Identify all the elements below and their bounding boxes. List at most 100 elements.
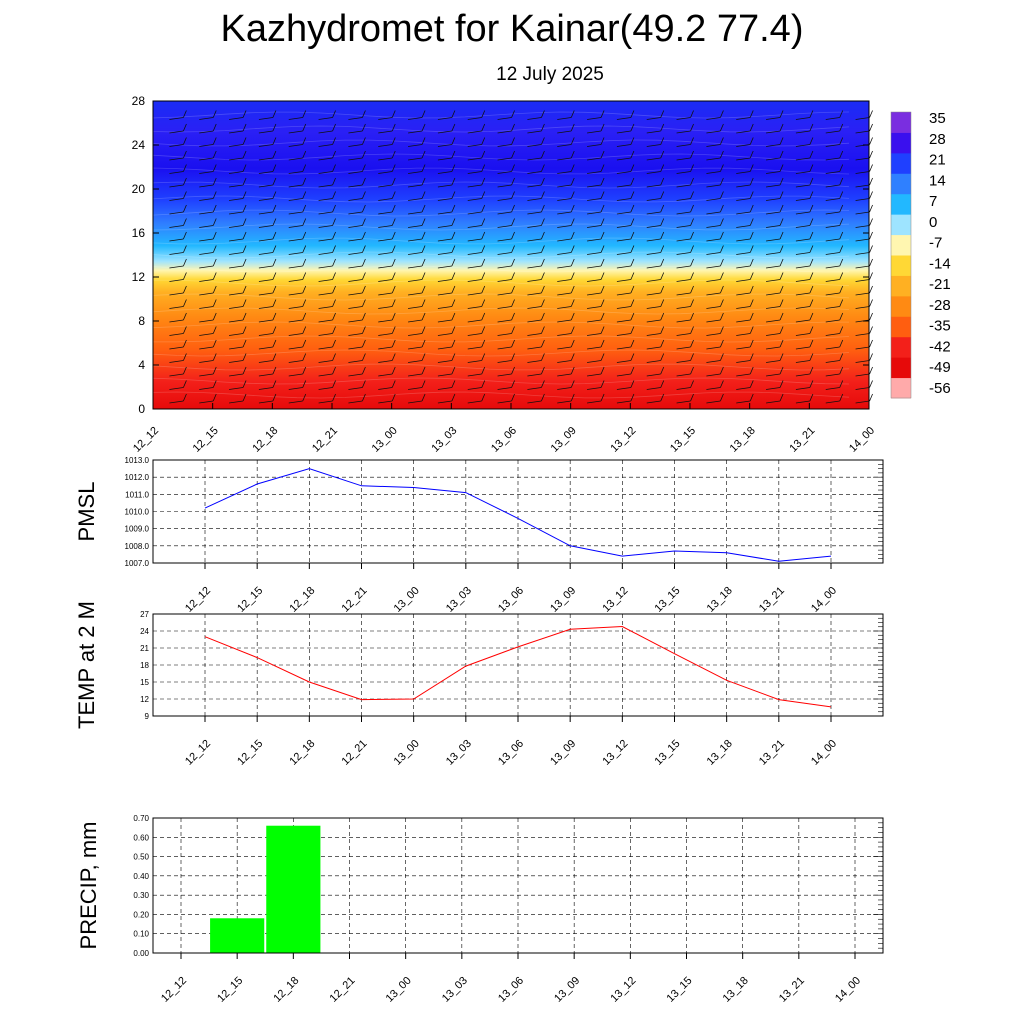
wind-barb — [391, 353, 396, 361]
wind-barb — [451, 272, 456, 280]
wind-barb — [795, 184, 810, 188]
wind-barb — [839, 272, 844, 280]
wind-barb — [332, 123, 336, 132]
x-tick-label: 14_00 — [847, 425, 877, 455]
wind-barb — [779, 258, 784, 267]
wind-barb — [646, 373, 661, 377]
wind-barb — [766, 279, 781, 282]
wind-barb — [511, 110, 515, 118]
wind-barb — [421, 231, 426, 240]
panel-frame — [152, 817, 884, 954]
wind-barb — [557, 171, 572, 174]
wind-barb — [481, 393, 486, 402]
wind-barb — [437, 400, 452, 404]
wind-barb — [421, 150, 426, 159]
wind-barb — [362, 123, 366, 132]
wind-barb — [199, 198, 214, 201]
wind-barb — [332, 339, 336, 348]
wind-barb — [421, 393, 426, 402]
wind-barb — [690, 380, 694, 388]
wind-barb — [646, 279, 661, 282]
wind-barb — [766, 400, 781, 404]
wind-barb — [600, 177, 605, 186]
wind-barb — [809, 123, 814, 132]
wind-barb — [199, 225, 214, 228]
wind-barb — [378, 346, 393, 350]
wind-barb — [199, 400, 214, 404]
wind-barb — [676, 387, 691, 390]
wind-barb — [183, 339, 187, 348]
wind-barb — [706, 279, 721, 282]
wind-barb — [839, 393, 844, 402]
wind-barb — [481, 245, 486, 253]
wind-barb — [212, 150, 217, 159]
x-tick-label: 13_21 — [757, 585, 787, 615]
wind-barb — [318, 198, 333, 201]
wind-barb — [736, 171, 751, 174]
wind-barb — [809, 366, 814, 375]
wind-barb — [348, 144, 363, 147]
wind-barb — [229, 400, 244, 404]
wind-barb — [869, 137, 873, 145]
wind-barb — [362, 164, 366, 172]
wind-barb — [706, 292, 721, 296]
wind-barb — [408, 252, 423, 255]
wind-barb — [258, 346, 273, 350]
contour-line — [152, 209, 850, 217]
wind-barb — [378, 319, 393, 323]
wind-barb — [869, 326, 873, 334]
wind-barb — [437, 157, 452, 161]
wind-barb — [511, 218, 515, 226]
wind-barb — [199, 319, 214, 323]
wind-barb — [676, 198, 691, 201]
wind-barb — [720, 285, 724, 294]
wind-barb — [527, 400, 542, 404]
wind-barb — [720, 353, 724, 361]
wind-barb — [497, 319, 512, 323]
wind-barb — [676, 144, 691, 147]
wind-barb — [720, 245, 724, 253]
wind-barb — [570, 231, 575, 240]
wind-barb — [497, 157, 512, 161]
wind-barb — [616, 333, 631, 336]
wind-barb — [855, 387, 870, 390]
wind-barb — [646, 387, 661, 390]
wind-barb — [199, 360, 214, 363]
wind-barb — [408, 400, 423, 404]
x-tick-label: 13_18 — [705, 738, 735, 768]
wind-barb — [332, 299, 336, 307]
x-tick-label: 12_21 — [340, 738, 370, 768]
wind-barb — [332, 272, 336, 280]
wind-barb — [660, 137, 665, 145]
wind-barb — [795, 265, 810, 269]
wind-barb — [795, 117, 810, 120]
wind-barb — [839, 123, 844, 132]
heatmap-panel: 0 4 8 12 16 20 24 28 12_12 12_15 12_18 12_21 13_00 13… — [131, 94, 951, 455]
wind-barb — [646, 346, 661, 350]
wind-barb — [720, 231, 724, 240]
wind-barb — [332, 245, 336, 253]
x-tick-label: 13_03 — [444, 738, 474, 768]
wind-barb — [481, 366, 486, 375]
wind-barb — [332, 204, 336, 213]
wind-barb — [869, 150, 873, 159]
wind-barb — [809, 393, 814, 402]
contour-line — [152, 167, 850, 175]
wind-barb — [779, 393, 784, 402]
wind-barb — [242, 150, 247, 159]
wind-barb — [318, 400, 333, 404]
wind-barb — [690, 299, 694, 307]
wind-barb — [541, 204, 545, 213]
wind-barb — [258, 387, 273, 390]
wind-barb — [676, 333, 691, 336]
wind-barb — [332, 177, 336, 186]
wind-barb — [288, 387, 303, 390]
wind-barb — [183, 326, 187, 334]
wind-barb — [779, 218, 784, 226]
x-tick-label: 13_00 — [370, 425, 400, 455]
wind-barb — [332, 366, 336, 375]
wind-barb — [809, 150, 814, 159]
wind-barb — [242, 123, 247, 132]
wind-barb — [766, 373, 781, 377]
wind-barb — [736, 184, 751, 188]
